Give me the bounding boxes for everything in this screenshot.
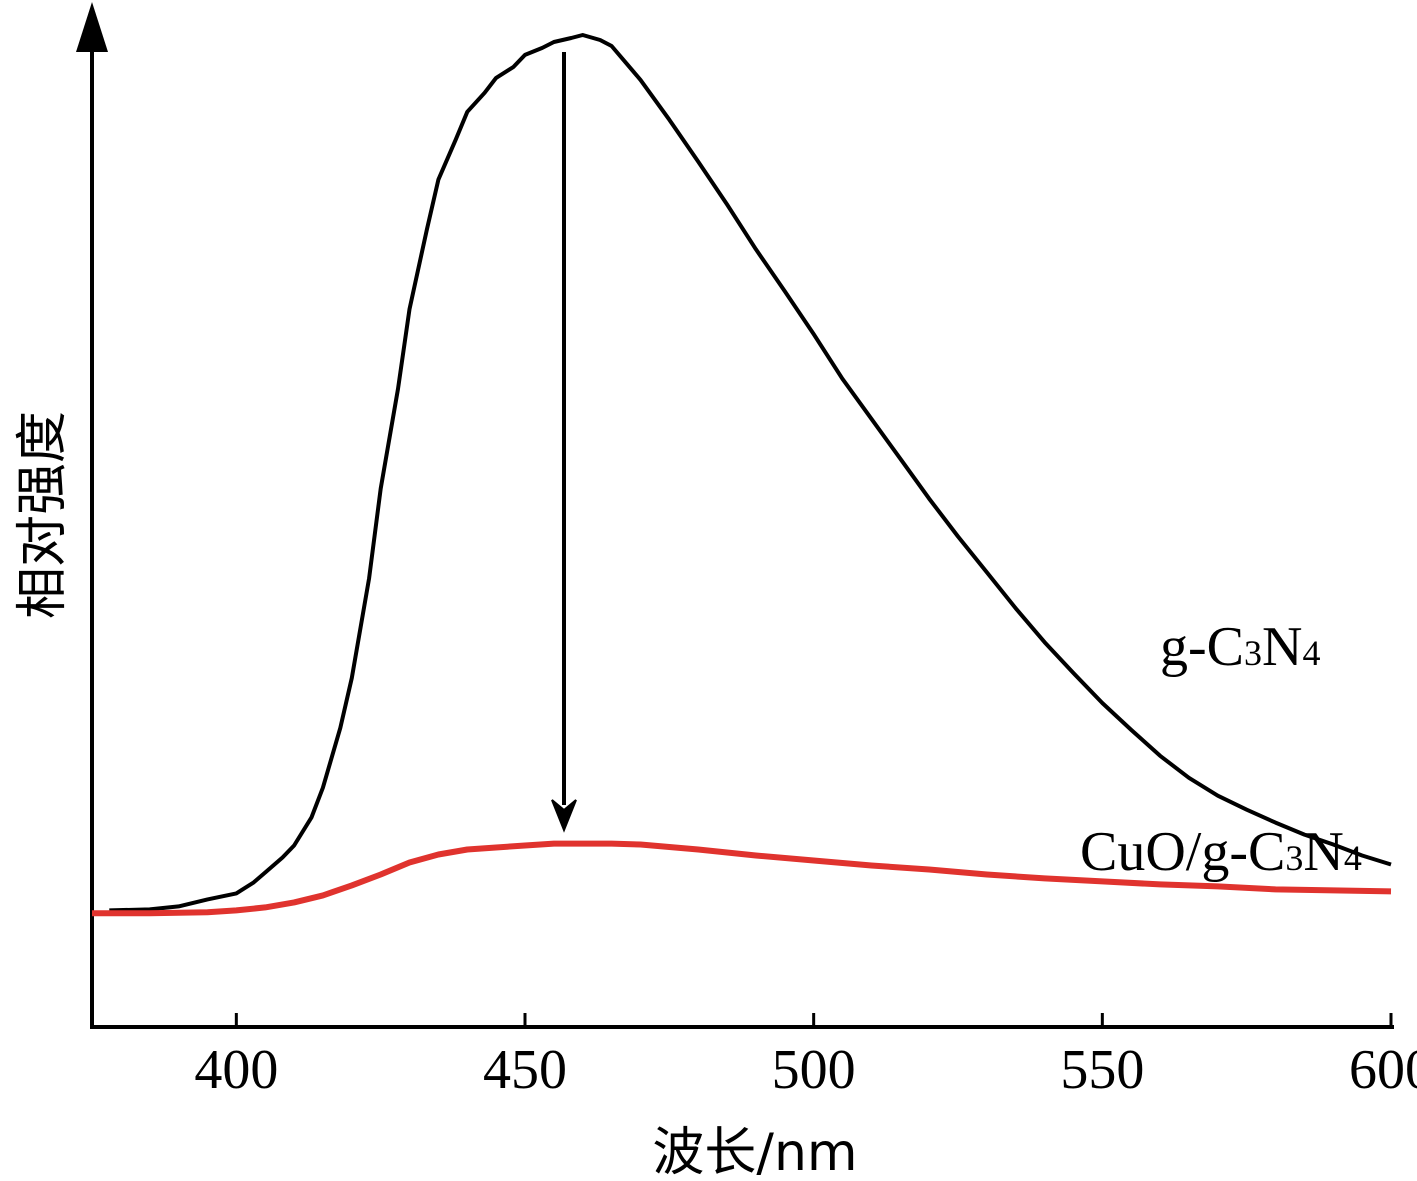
series-layer [92,33,1392,917]
g-c3n4-label-sub2: 4 [1302,633,1320,673]
x-tick-label-400: 400 [194,1039,278,1101]
cuo-label-sub1: 3 [1285,838,1303,878]
x-axis-title: 波长/nm [652,1123,857,1181]
cuo-label-main: CuO/g-C [1080,821,1285,883]
g-c3n4-label-mid: N [1262,616,1302,678]
x-tick-label-600: 600 [1349,1039,1417,1101]
axes [76,2,1394,1029]
x-tick-label-450: 450 [483,1039,567,1101]
decrease-arrow [551,52,577,833]
cuo-g-c3n4-label: CuO/g-C3N4 [1080,821,1362,883]
x-ticks: 400 450 500 550 600 [194,1013,1417,1101]
x-tick-label-550: 550 [1060,1039,1144,1101]
cuo-g-c3n4-curve [92,840,1392,917]
y-axis-title: 相对强度 [13,411,73,619]
g-c3n4-label: g-C3N4 [1160,616,1320,678]
x-tick-label-500: 500 [772,1039,856,1101]
g-c3n4-label-main: g-C [1160,616,1244,678]
g-c3n4-curve [109,33,1392,913]
cuo-label-mid: N [1303,821,1343,883]
g-c3n4-label-sub1: 3 [1244,633,1262,673]
y-axis-arrowhead [76,2,108,52]
decrease-arrow-head [551,799,577,833]
cuo-label-sub2: 4 [1344,838,1362,878]
